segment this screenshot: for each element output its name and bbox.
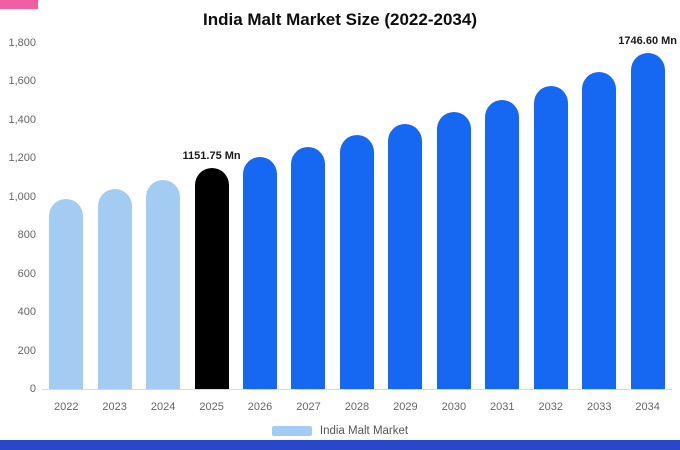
x-tick-label: 2022 [53, 401, 79, 413]
y-tick-label: 800 [17, 229, 36, 242]
x-tick-label: 2027 [296, 401, 321, 413]
bar-2031 [485, 99, 520, 389]
y-tick-label: 400 [17, 306, 36, 319]
x-tick-label: 2031 [490, 401, 515, 413]
bar-2029 [388, 123, 423, 389]
bar-2032 [533, 86, 568, 389]
top-left-accent [0, 0, 38, 9]
bar-2034 [630, 53, 665, 389]
bar-2022 [49, 198, 84, 389]
y-tick-label: 1,200 [8, 152, 36, 165]
x-tick-label: 2024 [150, 401, 176, 413]
bar-2033 [582, 71, 617, 389]
chart-title: India Malt Market Size (2022-2034) [202, 10, 477, 29]
bar-2027 [291, 146, 326, 389]
x-tick-label: 2025 [199, 401, 224, 413]
bar-column: 2022 [49, 43, 84, 413]
bars-container: 2022 2023 2024 2025 1151.75 Mn 2026 2027 2028 20… [42, 35, 677, 413]
bar-column: 2024 [146, 43, 181, 413]
y-tick-label: 1,600 [8, 75, 36, 88]
bar-column: 2029 [388, 43, 423, 413]
bar-value-label: 1151.75 Mn [182, 149, 241, 162]
bar-column: 2023 [97, 43, 132, 413]
legend-swatch [271, 426, 312, 436]
y-tick-label: 1,800 [8, 37, 36, 49]
bar-column: 2030 [436, 43, 471, 413]
y-tick-label: 1,400 [8, 113, 36, 126]
bar-2028 [339, 135, 374, 389]
bar-value-label: 1746.60 Mn [618, 35, 678, 48]
bar-2030 [436, 112, 471, 389]
x-tick-label: 2026 [247, 401, 273, 413]
bar-column: 2026 [243, 43, 278, 413]
x-tick-label: 2028 [344, 401, 370, 413]
legend[interactable]: India Malt Market [0, 425, 680, 437]
y-tick-label: 1,000 [8, 190, 36, 203]
bar-2025 [194, 167, 229, 389]
bar-column: 2027 [291, 43, 326, 413]
y-axis: 0 200 400 600 800 1,000 1,200 1,400 1,600 1,800 [0, 37, 36, 395]
x-tick-label: 2030 [441, 401, 467, 413]
y-tick-label: 0 [29, 383, 36, 395]
x-tick-label: 2029 [393, 401, 418, 413]
x-tick-label: 2023 [102, 401, 127, 413]
bar-2023 [97, 189, 132, 389]
bottom-accent-bar [0, 440, 680, 450]
legend-label: India Malt Market [319, 425, 409, 437]
bar-2024 [146, 180, 181, 389]
y-tick-label: 200 [17, 344, 36, 357]
bar-column: 2034 1746.60 Mn [618, 35, 677, 413]
x-tick-label: 2033 [586, 401, 612, 413]
bar-column: 2032 [533, 43, 568, 413]
bar-column: 2025 1151.75 Mn [183, 43, 241, 413]
bar-2026 [243, 157, 278, 389]
plot-area: 0 200 400 600 800 1,000 1,200 1,400 1,600 1,800 2… [8, 35, 677, 413]
x-tick-label: 2034 [635, 401, 660, 413]
y-tick-label: 600 [17, 267, 36, 280]
bar-column: 2031 [485, 43, 520, 413]
x-tick-label: 2032 [538, 401, 563, 413]
bar-column: 2033 [582, 43, 617, 413]
bar-column: 2028 [339, 43, 374, 413]
